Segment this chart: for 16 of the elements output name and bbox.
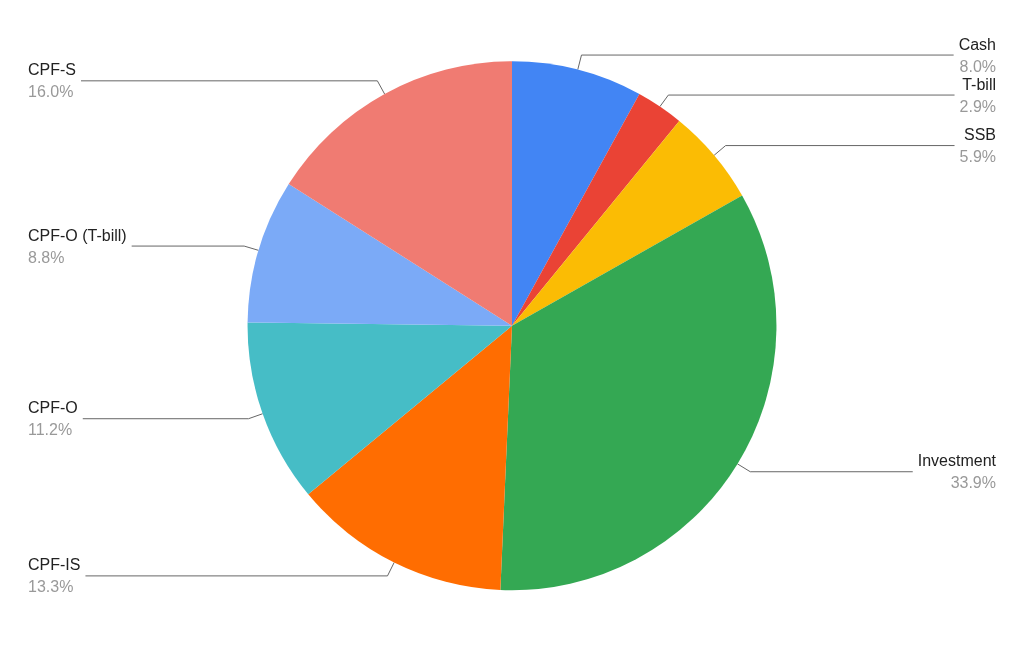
data-label: 8.8% bbox=[28, 248, 65, 266]
data-label: 13.3% bbox=[28, 578, 74, 596]
data-label: 33.9% bbox=[950, 474, 996, 492]
slice-label: T-bill bbox=[962, 75, 996, 93]
data-label: 8.0% bbox=[959, 57, 996, 75]
slice-label: CPF-O bbox=[28, 399, 78, 417]
slice-label: Investment bbox=[917, 452, 997, 470]
data-label: 2.9% bbox=[959, 97, 996, 115]
slice-label: CPF-S bbox=[28, 61, 76, 79]
slice-label: CPF-O (T-bill) bbox=[28, 226, 127, 244]
data-label: 5.9% bbox=[959, 148, 996, 166]
slice-label: SSB bbox=[963, 126, 996, 144]
slice-label: CPF-IS bbox=[28, 556, 81, 574]
data-label: 16.0% bbox=[28, 83, 74, 101]
data-label: 11.2% bbox=[28, 421, 73, 439]
slice-label: Cash bbox=[958, 35, 996, 53]
